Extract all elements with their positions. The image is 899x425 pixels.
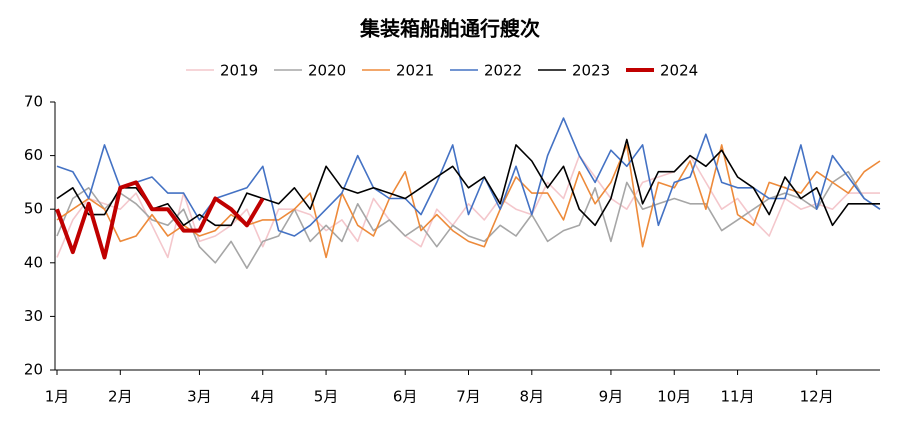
x-tick-label: 2月 [108,388,133,406]
legend-label: 2019 [220,62,258,80]
legend-label: 2024 [660,62,698,80]
x-tick-label: 12月 [800,388,834,406]
x-tick-label: 9月 [599,388,624,406]
y-tick-label: 40 [24,253,43,271]
series-line [56,170,881,269]
x-tick-label: 10月 [657,388,691,406]
y-tick-label: 50 [24,200,43,218]
series-line [55,180,265,260]
x-tick-label: 4月 [250,388,275,406]
legend-label: 2022 [484,62,522,80]
series-line [56,138,880,227]
x-tick-label: 1月 [45,388,70,406]
x-tick-label: 7月 [456,388,481,406]
legend-label: 2021 [396,62,434,80]
legend-label: 2023 [572,62,610,80]
chart-title: 集装箱船舶通行艘次 [359,17,540,41]
x-tick-label: 11月 [721,388,755,406]
series-line [56,144,881,259]
x-tick-label: 3月 [187,388,212,406]
x-tick-label: 8月 [520,388,545,406]
legend-label: 2020 [308,62,346,80]
series-line [56,154,880,259]
y-tick-label: 60 [24,146,43,164]
y-tick-label: 20 [24,361,43,379]
series-line [56,117,881,237]
x-tick-label: 6月 [393,388,418,406]
y-tick-label: 70 [24,93,43,111]
x-tick-label: 5月 [314,388,339,406]
y-tick-label: 30 [24,307,43,325]
